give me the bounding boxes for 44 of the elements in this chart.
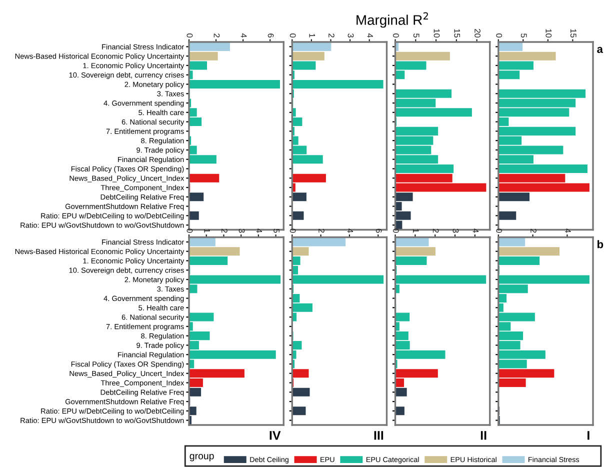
x-tick-label: 20	[474, 28, 480, 38]
x-tick-label: 2	[328, 34, 334, 38]
x-tick-label: 2	[318, 228, 324, 233]
legend-title: group	[190, 454, 214, 462]
x-tick-label: 10	[434, 29, 440, 38]
x-tick-label: 2	[432, 228, 439, 233]
x-tick-label: 10	[546, 29, 552, 38]
x-tick-label: 4	[256, 228, 262, 233]
x-tick-label: 0	[186, 34, 193, 38]
x-tick-label: 2	[214, 34, 220, 38]
x-tick-label: 4	[472, 228, 479, 233]
x-tick-label: 6	[268, 34, 274, 38]
text: a	[597, 46, 604, 53]
x-tick-label: 1	[204, 229, 210, 233]
x-tick-label: 3	[348, 34, 354, 38]
x-tick-label: 4	[240, 33, 247, 38]
x-tick-label: 15	[454, 29, 460, 38]
x-tick-label: 1	[309, 34, 316, 38]
x-tick-label: 4	[565, 228, 571, 233]
text: III	[374, 431, 384, 440]
text: IV	[270, 431, 281, 440]
x-tick-label: 0	[186, 228, 193, 233]
x-tick-label: 0	[496, 228, 502, 233]
x-tick-label: 5	[520, 34, 527, 38]
chart-title: Marginal R$^{2}$	[356, 12, 428, 28]
x-tick-label: 0	[496, 34, 502, 38]
x-tick-label: 0	[393, 34, 399, 38]
x-tick-label: 0	[290, 34, 296, 38]
x-tick-label: 1	[413, 229, 419, 233]
x-tick-label: 2	[222, 228, 228, 233]
x-tick-label: 0	[290, 228, 296, 233]
x-tick-label: 4	[367, 33, 373, 38]
x-tick-label: 5	[413, 34, 420, 38]
x-tick-label: 3	[238, 228, 245, 233]
text: I	[588, 431, 590, 440]
x-tick-label: 2	[530, 228, 536, 233]
x-tick-label: 6	[376, 228, 382, 233]
text: II	[480, 431, 486, 440]
x-tick-label: 4	[347, 228, 354, 233]
x-tick-label: 3	[452, 228, 459, 233]
x-tick-label: 15	[570, 29, 576, 38]
text: b	[598, 240, 604, 248]
x-tick-label: 5	[274, 228, 280, 233]
x-tick-label: 0	[393, 228, 399, 233]
